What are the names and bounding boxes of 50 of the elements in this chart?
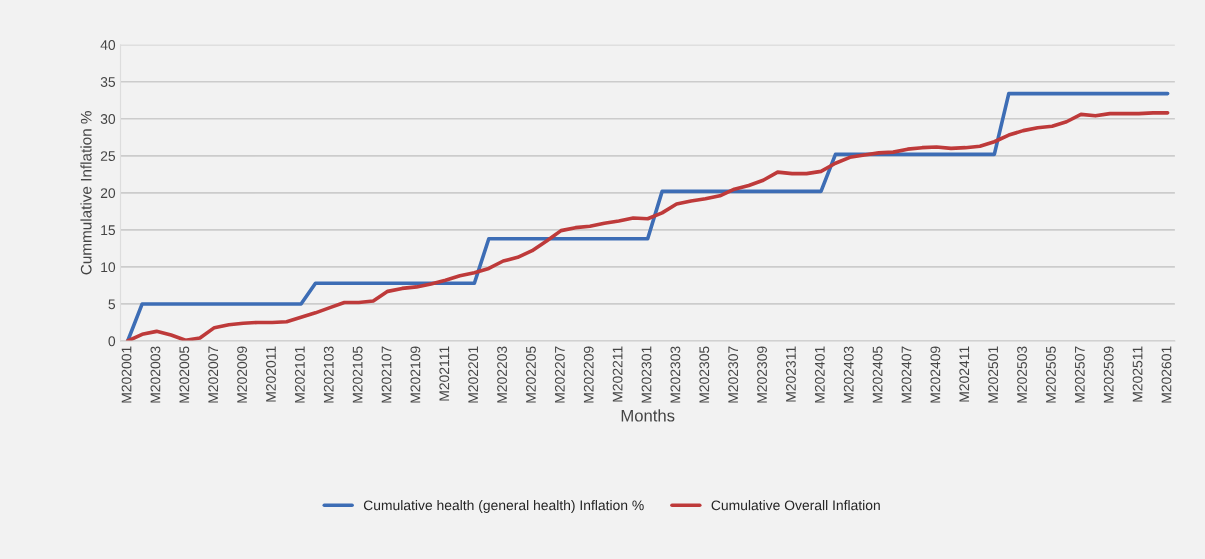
x-tick-label: M202309 [757, 346, 767, 403]
y-tick-label: 40 [100, 40, 116, 50]
legend-label: Cumulative health (general health) Inflation % [363, 500, 644, 513]
y-tick-label: 35 [100, 77, 116, 87]
x-tick-label: M202401 [814, 346, 825, 403]
x-tick-label: M202003 [150, 346, 161, 403]
y-tick-label: 20 [100, 188, 116, 199]
x-tick-label: M202007 [208, 346, 219, 403]
x-axis-title: Months [621, 409, 675, 422]
x-tick-label: M202311 [786, 346, 796, 402]
x-tick-label: M202301 [641, 346, 652, 403]
x-tick-label: M202411 [959, 346, 970, 402]
x-tick-label: M202207 [554, 346, 565, 403]
x-tick-label: M202409 [930, 346, 941, 403]
x-tick-label: M202205 [526, 346, 536, 403]
y-tick-label: 10 [101, 262, 116, 273]
x-tick-label: M202107 [381, 346, 392, 403]
x-tick-label: M202103 [323, 346, 334, 403]
y-tick-label: 30 [100, 114, 116, 124]
x-tick-label: M202601 [1161, 346, 1172, 403]
x-tick-label: M202305 [699, 346, 710, 403]
x-tick-label: M202303 [670, 346, 681, 403]
x-tick-label: M202101 [294, 346, 305, 403]
x-tick-label: M202203 [497, 346, 507, 403]
x-tick-label: M202407 [901, 346, 912, 403]
x-tick-label: M202509 [1103, 346, 1114, 403]
x-tick-label: M202105 [352, 346, 363, 403]
x-tick-label: M202009 [237, 346, 247, 403]
x-tick-label: M202307 [728, 346, 739, 403]
x-tick-label: M202501 [988, 346, 999, 403]
y-tick-label: 0 [108, 336, 116, 347]
x-tick-label: M202511 [1132, 346, 1143, 402]
x-tick-label: M202201 [468, 346, 479, 403]
x-tick-label: M202209 [583, 346, 594, 403]
legend-label: Cumulative Overall Inflation [711, 500, 880, 511]
x-tick-label: M202507 [1074, 346, 1085, 403]
x-tick-label: M202109 [410, 346, 421, 403]
x-tick-label: M202011 [266, 346, 276, 402]
y-tick-label: 5 [108, 299, 116, 310]
x-tick-label: M202503 [1017, 346, 1027, 403]
y-axis-title: Cummulative Inflation % [80, 111, 92, 275]
x-tick-label: M202005 [179, 346, 190, 403]
x-tick-label: M202001 [121, 346, 132, 403]
x-tick-label: M202505 [1046, 346, 1056, 403]
x-tick-label: M202403 [843, 346, 854, 403]
y-tick-label: 25 [100, 151, 116, 161]
y-tick-label: 15 [101, 225, 116, 236]
x-tick-label: M202405 [872, 346, 883, 403]
x-tick-label: M202211 [612, 346, 623, 402]
x-tick-label: M202111 [439, 346, 450, 401]
